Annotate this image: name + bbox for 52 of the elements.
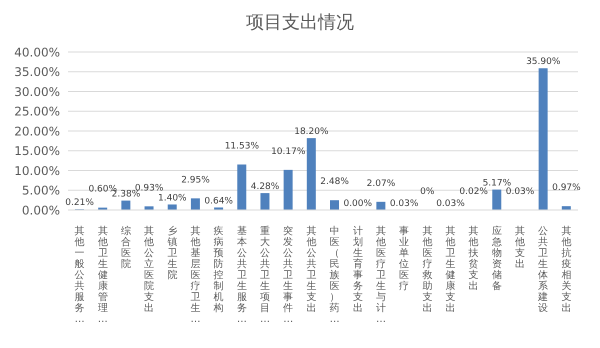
- data-label: 0.00%: [343, 199, 373, 209]
- category-label: 其他基层医疗卫生…: [190, 226, 200, 325]
- x-tick-label: 其他抗疫相关支出: [561, 225, 572, 314]
- data-label: 0%: [420, 187, 435, 197]
- category-label: 突发公共卫生事件…: [283, 226, 294, 325]
- category-label: 其他一般公共服务…: [74, 226, 85, 325]
- category-label: 基本公共卫生服务…: [236, 226, 247, 325]
- chart-title: 项目支出情况: [245, 11, 355, 35]
- data-label: 0.21%: [65, 198, 94, 208]
- data-label: 0.97%: [552, 183, 582, 194]
- data-label: 2.95%: [181, 175, 210, 186]
- data-label: 0.03%: [436, 198, 466, 209]
- data-label: 10.17%: [271, 146, 306, 157]
- y-tick-label: 40.00%: [14, 45, 60, 60]
- x-tick-label: 其他卫生健康支出: [446, 225, 456, 314]
- x-tick-label: 公共卫生体系建设: [537, 225, 548, 314]
- y-tick-label: 20.00%: [14, 124, 60, 138]
- data-label: 0.02%: [459, 186, 488, 197]
- category-label: 其他医疗卫生与计…: [376, 226, 386, 325]
- data-label: 0.64%: [204, 196, 234, 206]
- x-tick-label: 其他支出: [515, 225, 526, 270]
- x-tick-label: 应急物资储备: [490, 225, 502, 292]
- x-tick-label: 疾病预防控制机构: [212, 225, 224, 314]
- category-label: 中医（民族医）药…: [330, 226, 340, 325]
- data-label: 5.17%: [482, 178, 512, 189]
- data-label: 11.53%: [224, 141, 260, 152]
- y-tick-label: 0.00%: [22, 203, 60, 218]
- y-tick-label: 5.00%: [22, 184, 60, 198]
- data-label: 4.28%: [250, 182, 280, 192]
- y-tick-label: 35.00%: [14, 65, 60, 80]
- x-tick-label: 其他公立医院支出: [144, 225, 154, 314]
- y-tick-label: 30.00%: [14, 84, 60, 99]
- data-label: 1.40%: [158, 193, 188, 204]
- x-tick-label: 乡镇卫生院: [166, 225, 178, 281]
- data-label: 2.07%: [366, 178, 396, 189]
- x-tick-label: 其他公共卫生支出: [306, 225, 316, 314]
- data-label: 2.48%: [320, 177, 350, 188]
- category-label: 其他卫生健康管理…: [98, 226, 108, 325]
- x-tick-label: 其他扶贫支出: [468, 225, 479, 292]
- y-tick-label: 25.00%: [14, 104, 60, 119]
- data-label: 35.90%: [526, 57, 561, 68]
- x-tick-label: 其他医疗救助支出: [421, 225, 432, 314]
- x-tick-label: 事业单位医疗: [399, 225, 410, 292]
- data-label: 0.03%: [390, 198, 419, 209]
- category-label: 重大公共卫生项目…: [260, 226, 270, 325]
- x-tick-label: 综合医院: [120, 225, 131, 270]
- data-label: 18.20%: [294, 127, 330, 138]
- x-tick-label: 计划生育事务支出: [352, 225, 363, 314]
- data-label: 2.38%: [112, 190, 141, 200]
- data-label: 0.03%: [506, 186, 535, 197]
- y-tick-label: 10.00%: [14, 164, 60, 178]
- y-tick-label: 15.00%: [14, 144, 60, 158]
